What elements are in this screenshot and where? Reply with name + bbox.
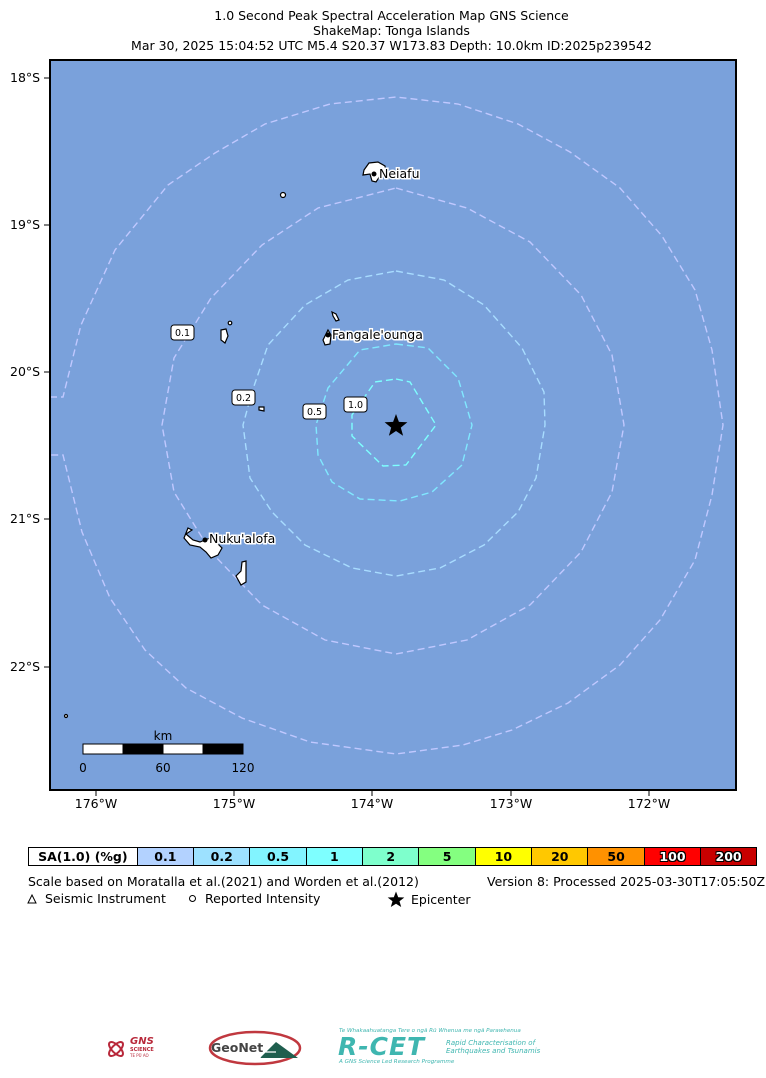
town-marker-fangaleounga [325,332,331,338]
legend-cell-20: 20 [531,848,588,865]
island-haapai-1 [331,310,340,322]
contour-label-0-1: 0.1 [175,328,190,339]
town-marker-neiafu [371,171,377,177]
island-small-1 [279,191,287,199]
rcet-tagline-bottom: A GNS Science Led Research Programme [339,1059,455,1065]
map-title-block: 1.0 Second Peak Spectral Acceleration Ma… [0,8,766,53]
island-eua [235,560,247,586]
legend-cell-1: 1 [305,848,363,865]
intensity-legend: SA(1.0) (%g) 0.1 0.2 0.5 1 2 5 10 20 50 … [28,847,757,866]
legend-cell-100: 100 [643,848,701,865]
scale-bar-tick-120: 120 [232,761,255,775]
island-small-2 [220,328,229,344]
scale-bar-unit: km [154,729,173,743]
contour-1-0 [351,378,437,467]
geonet-logo-mark [208,1030,302,1066]
gns-logo-tepuao: TE PŪ AO [130,1053,149,1058]
legend-header: SA(1.0) (%g) [29,848,137,865]
map-subtitle: ShakeMap: Tonga Islands [313,23,470,38]
place-label-nukualofa: Nuku'alofa [209,531,275,546]
island-tongatapu [183,527,223,559]
gns-logo-science: SCIENCE [130,1047,154,1053]
legend-cell-0-5: 0.5 [249,848,306,865]
gns-science-logo: GNS SCIENCE TE PŪ AO [104,1037,164,1062]
rcet-tagline-line2: Earthquakes and Tsunamis [446,1047,541,1055]
scale-reference-note: Scale based on Moratalla et al.(2021) an… [28,874,419,889]
lon-label-174w: 174°W [350,796,394,811]
rcet-logo: Te Whakaahuatanga Tere o ngā Rū Whenua m… [338,1028,553,1070]
triangle-icon [27,893,37,903]
island-small-4 [258,406,265,412]
contour-0-5 [315,343,473,502]
legend-reported-label: Reported Intensity [205,891,321,906]
version-note: Version 8: Processed 2025-03-30T17:05:50… [487,874,766,889]
circle-icon [189,895,196,902]
lat-label-18s: 18°S [10,70,41,85]
scale-bar-tick-0: 0 [79,761,87,775]
place-label-neiafu: Neiafu [379,166,420,181]
gns-logo-mark [108,1041,124,1057]
lat-label-20s: 20°S [10,364,41,379]
legend-epicenter-label: Epicenter [411,891,471,907]
lon-label-175w: 175°W [212,796,256,811]
legend-seismic: Seismic Instrument [27,891,166,906]
legend-cell-0-2: 0.2 [193,848,250,865]
lat-label-21s: 21°S [10,511,41,526]
scale-bar: km 0 60 120 [79,729,254,775]
rcet-tagline-line1: Rapid Characterisation of [446,1039,536,1047]
legend-cell-0-1: 0.1 [136,848,194,865]
lat-label-19s: 19°S [10,217,41,232]
lon-label-176w: 176°W [74,796,118,811]
geonet-logo-text: GeoNet [211,1040,264,1055]
geonet-logo: GeoNet [206,1028,302,1068]
legend-cell-10: 10 [474,848,532,865]
contour-label-1-0: 1.0 [348,400,363,411]
legend-cell-5: 5 [418,848,475,865]
rcet-tagline-maori: Te Whakaahuatanga Tere o ngā Rū Whenua m… [339,1028,521,1034]
lat-label-22s: 22°S [10,659,41,674]
legend-cell-2: 2 [362,848,419,865]
island-small-5 [63,713,69,719]
legend-epicenter: Epicenter [387,891,471,907]
map-frame [49,59,737,791]
legend-reported: Reported Intensity [188,891,320,906]
lon-label-173w: 173°W [489,796,533,811]
epicenter-star [384,414,408,436]
contour-label-0-5: 0.5 [307,407,322,418]
town-marker-nukualofa [202,537,208,543]
contour-0-2 [242,270,546,577]
event-info: Mar 30, 2025 15:04:52 UTC M5.4 S20.37 W1… [131,38,652,53]
scale-bar-tick-60: 60 [155,761,170,775]
legend-cell-50: 50 [587,848,644,865]
map-title: 1.0 Second Peak Spectral Acceleration Ma… [214,8,569,23]
island-small-3 [227,320,233,326]
gns-logo-text: GNS [130,1036,154,1047]
lon-label-172w: 172°W [627,796,671,811]
contour-0-1-outer [50,96,724,755]
contour-0-1-inner [161,187,625,655]
rcet-logo-text: R-CET [338,1032,426,1061]
contour-label-0-2: 0.2 [236,393,251,404]
legend-cell-200: 200 [700,848,756,865]
shakemap-panel: Neiafu Fangale'ounga Nuku'alofa 0.1 0.2 … [44,59,737,796]
place-label-fangaleounga: Fangale'ounga [332,327,423,342]
town-markers [202,171,377,543]
star-icon [387,891,405,907]
legend-seismic-label: Seismic Instrument [45,891,166,906]
